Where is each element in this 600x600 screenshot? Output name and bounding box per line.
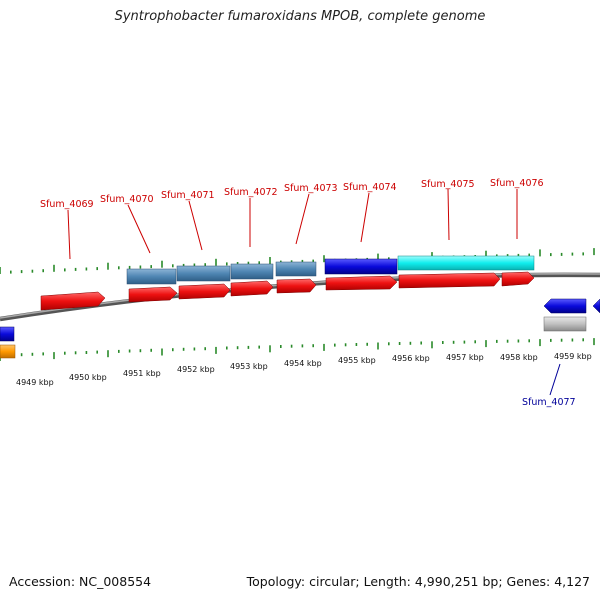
scale-label: 4952 kbp: [177, 365, 215, 374]
protein-feature[interactable]: [397, 255, 535, 271]
cds-arrow[interactable]: [178, 283, 231, 300]
protein-feature[interactable]: [0, 326, 15, 342]
gene-leaders: [67, 188, 561, 396]
gene-label[interactable]: Sfum_4077: [522, 397, 576, 408]
cds-arrow[interactable]: [276, 278, 317, 294]
cds-arrow[interactable]: [592, 298, 600, 314]
accession-label: Accession: NC_008554: [9, 574, 152, 589]
scale-label: 4951 kbp: [123, 369, 161, 378]
gene-label[interactable]: Sfum_4073: [284, 183, 338, 194]
scale-label: 4957 kbp: [446, 353, 484, 362]
gene-label[interactable]: Sfum_4076: [490, 178, 544, 189]
tick-row-lower: [0, 338, 595, 361]
scale-label: 4949 kbp: [16, 378, 54, 387]
cds-arrow[interactable]: [40, 291, 106, 311]
protein-feature[interactable]: [230, 263, 274, 280]
protein-track: [0, 255, 587, 359]
protein-feature[interactable]: [275, 261, 317, 277]
cds-arrow[interactable]: [325, 275, 398, 291]
cds-arrow[interactable]: [128, 286, 178, 303]
cds-track: [40, 271, 600, 314]
gene-label[interactable]: Sfum_4071: [161, 190, 215, 201]
gene-labels: Sfum_4069 Sfum_4070 Sfum_4071 Sfum_4072 …: [40, 178, 576, 408]
protein-feature[interactable]: [126, 268, 177, 285]
protein-feature[interactable]: [0, 344, 16, 359]
genome-summary: Topology: circular; Length: 4,990,251 bp…: [246, 574, 590, 589]
page-title: Syntrophobacter fumaroxidans MPOB, compl…: [114, 9, 486, 24]
gene-label[interactable]: Sfum_4072: [224, 187, 278, 198]
scale-labels: 4949 kbp 4950 kbp 4951 kbp 4952 kbp 4953…: [16, 352, 592, 387]
protein-feature[interactable]: [543, 316, 587, 332]
cds-arrow[interactable]: [501, 271, 535, 287]
scale-label: 4958 kbp: [500, 353, 538, 362]
scale-label: 4955 kbp: [338, 356, 376, 365]
scale-label: 4956 kbp: [392, 354, 430, 363]
cds-arrow[interactable]: [230, 280, 274, 297]
cds-arrow[interactable]: [398, 272, 501, 289]
cds-arrow[interactable]: [543, 298, 587, 314]
gene-label[interactable]: Sfum_4069: [40, 199, 94, 210]
scale-label: 4950 kbp: [69, 373, 107, 382]
scale-label: 4954 kbp: [284, 359, 322, 368]
protein-feature[interactable]: [324, 258, 398, 275]
gene-label[interactable]: Sfum_4070: [100, 194, 154, 205]
gene-label[interactable]: Sfum_4075: [421, 179, 475, 190]
protein-feature[interactable]: [176, 265, 231, 282]
gene-label[interactable]: Sfum_4074: [343, 182, 397, 193]
scale-label: 4953 kbp: [230, 362, 268, 371]
scale-label: 4959 kbp: [554, 352, 592, 361]
